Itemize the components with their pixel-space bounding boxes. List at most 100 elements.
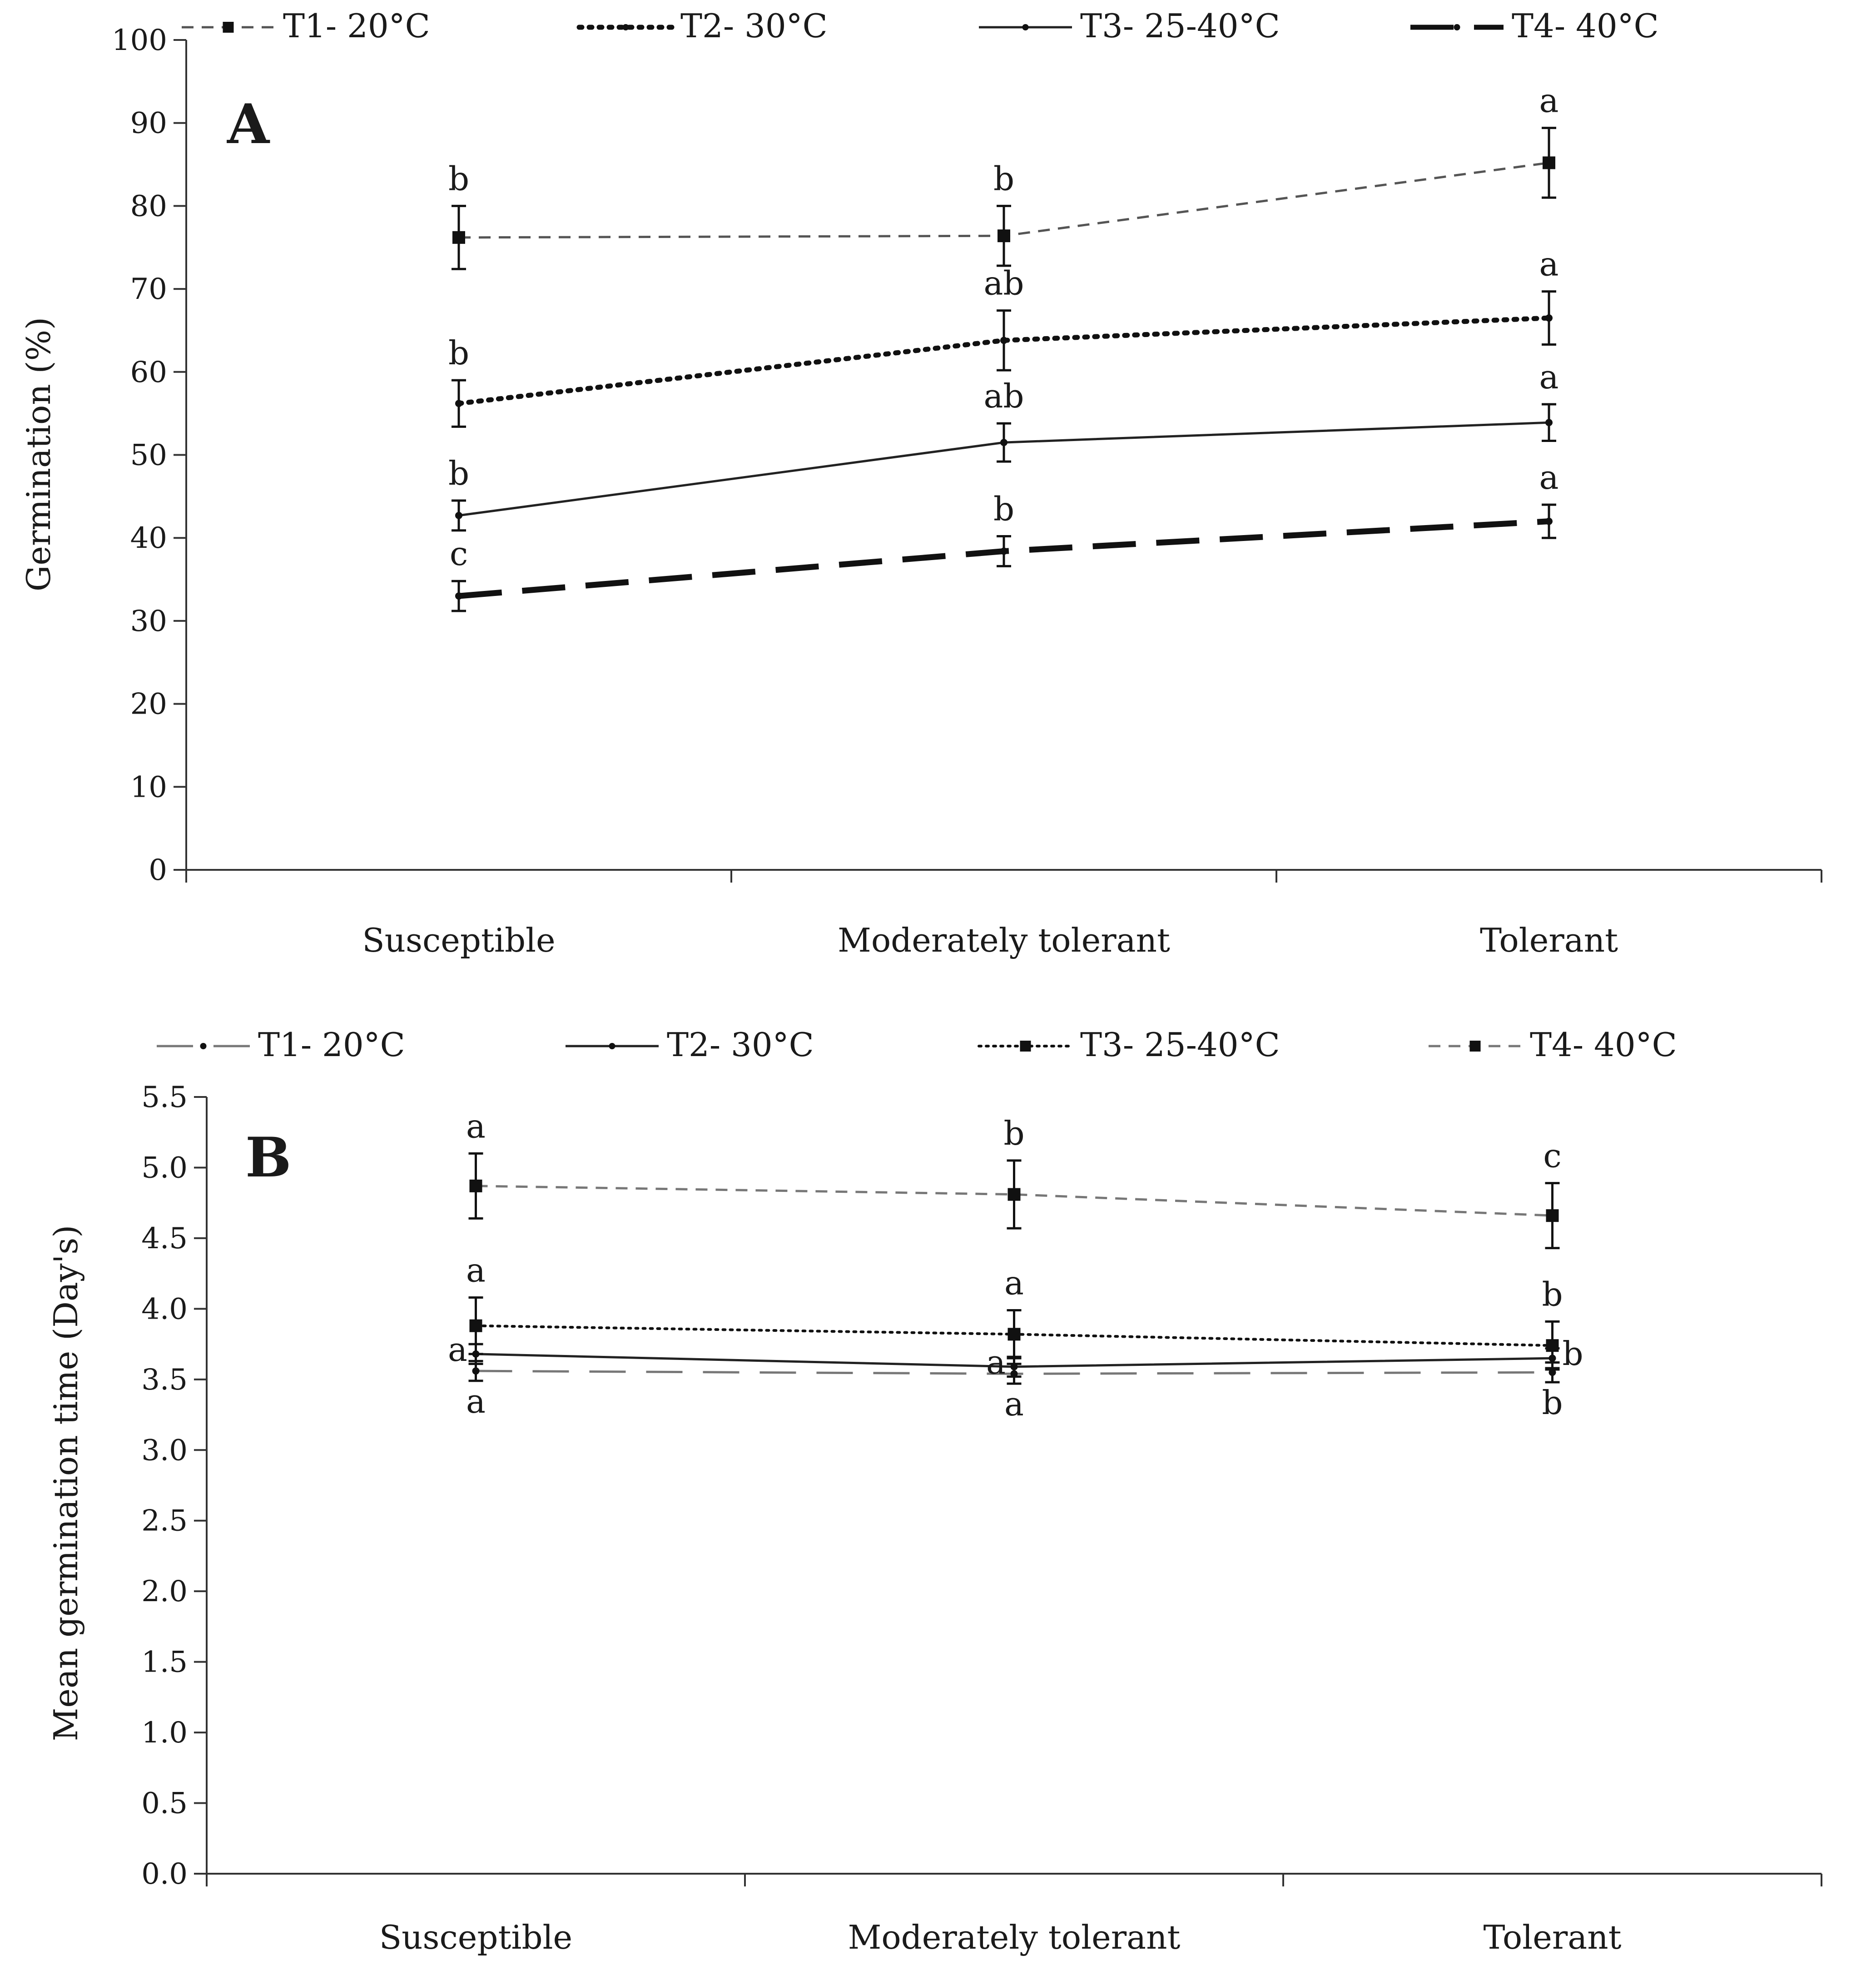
x-category-label: Tolerant: [1483, 1918, 1621, 1956]
series-4: a b c: [466, 1107, 1562, 1250]
y-tick-label: 4.5: [141, 1222, 188, 1255]
panel-b-mean-germination-time-chart: 0.0 0.5 1.0 1.5 2.0 2.5 3.0 3.5 4.0 4.5 5.0 5.5 Susc…: [47, 1026, 1822, 1956]
y-tick-label: 30: [130, 605, 167, 638]
legend-entry-3: T3- 25-40°C: [978, 1026, 1280, 1064]
data-point-marker: [1546, 1339, 1559, 1352]
legend-marker: [1469, 1041, 1481, 1052]
y-tick-label: 0: [149, 854, 167, 887]
significance-letter: b: [1542, 1384, 1563, 1422]
legend-label: T2- 30°C: [667, 1026, 814, 1064]
data-point-marker: [469, 1319, 482, 1332]
data-point-marker: [1000, 439, 1007, 447]
significance-letter: b: [1542, 1275, 1563, 1313]
y-tick-label: 10: [130, 770, 167, 804]
data-point-marker: [455, 592, 462, 600]
significance-letter: a: [1539, 245, 1559, 283]
legend-marker: [1454, 24, 1460, 30]
data-point-marker: [1543, 156, 1555, 169]
y-tick-label: 40: [130, 521, 167, 555]
significance-letter: b: [1562, 1335, 1583, 1373]
x-category-label: Tolerant: [1480, 921, 1618, 959]
data-point-marker: [1545, 419, 1553, 427]
y-axis-title: Germination (%): [20, 317, 58, 591]
legend-label: T2- 30°C: [680, 7, 828, 45]
significance-letter: a: [466, 1251, 486, 1289]
legend-label: T1- 20°C: [283, 7, 430, 45]
legend-entry-3: T3- 25-40°C: [979, 7, 1280, 45]
data-point-marker: [1546, 1209, 1559, 1222]
legend-entry-1: T1- 20°C: [182, 7, 430, 45]
legend-entry-2: T2- 30°C: [566, 1026, 814, 1064]
x-category-label: Moderately tolerant: [838, 921, 1170, 959]
significance-letter: b: [448, 159, 469, 198]
panel-letter: B: [245, 1126, 291, 1190]
significance-letter: b: [993, 159, 1014, 198]
panel-letter: A: [227, 92, 270, 156]
legend-marker: [223, 22, 234, 33]
panel-a-germination-chart: 0 10 20 30 40 50 60 70 80 90 100 Susceptible Moderat…: [20, 7, 1822, 959]
y-tick-label: 1.5: [141, 1646, 188, 1679]
y-tick-label: 20: [130, 688, 167, 721]
significance-letter: ab: [983, 264, 1024, 303]
y-tick-label: 5.0: [141, 1151, 188, 1185]
significance-letter: a: [466, 1107, 486, 1145]
legend-label: T1- 20°C: [258, 1026, 405, 1064]
y-tick-label: 1.0: [141, 1716, 188, 1750]
x-category-label: Moderately tolerant: [848, 1918, 1181, 1956]
legend-marker: [1020, 1041, 1031, 1052]
legend-label: T4- 40°C: [1530, 1026, 1677, 1064]
significance-letter: a: [1539, 358, 1559, 396]
data-point-marker: [1545, 314, 1553, 322]
series-3: b a b a: [448, 358, 1559, 532]
y-tick-label: 50: [130, 439, 167, 472]
significance-letter: b: [993, 490, 1014, 528]
legend-entry-4: T4- 40°C: [1429, 1026, 1677, 1064]
legend-marker: [1022, 24, 1029, 30]
data-point-marker: [1007, 1328, 1021, 1341]
series-1: b b a: [448, 82, 1559, 270]
data-point-marker: [452, 231, 465, 244]
y-tick-label: 3.0: [141, 1434, 188, 1467]
data-point-marker: [469, 1179, 482, 1192]
series-4: c b a: [450, 458, 1559, 612]
significance-letter: c: [1543, 1137, 1561, 1175]
data-point-marker: [1000, 547, 1007, 555]
y-tick-label: 0.0: [141, 1857, 188, 1891]
significance-letter: a: [1004, 1264, 1024, 1302]
series-2: b ab a: [448, 245, 1559, 428]
data-point-marker: [455, 511, 462, 519]
legend-entry-1: T1- 20°C: [157, 1026, 405, 1064]
legend-marker: [200, 1043, 207, 1049]
significance-letter: a: [448, 1330, 467, 1369]
data-point-marker: [1000, 337, 1007, 344]
y-tick-label: 4.0: [141, 1292, 188, 1326]
y-tick-label: 70: [130, 273, 167, 306]
data-point-marker: [1010, 1363, 1018, 1370]
legend-marker: [622, 24, 629, 30]
y-tick-label: 2.5: [141, 1504, 188, 1538]
y-tick-label: 90: [130, 107, 167, 140]
data-point-marker: [1545, 517, 1553, 525]
data-point-marker: [472, 1367, 480, 1375]
significance-letter: a: [1539, 458, 1559, 496]
significance-letter: a: [466, 1382, 486, 1420]
y-tick-label: 5.5: [141, 1081, 188, 1114]
y-axis-title: Mean germination time (Day's): [47, 1225, 85, 1742]
legend-label: T4- 40°C: [1512, 7, 1659, 45]
y-tick-label: 80: [130, 189, 167, 223]
y-tick-label: 0.5: [141, 1787, 188, 1821]
significance-letter: b: [1003, 1114, 1024, 1152]
significance-letter: a: [1539, 82, 1559, 120]
significance-letter: b: [448, 334, 469, 372]
significance-letter: a: [1004, 1385, 1024, 1423]
significance-letter: b: [448, 454, 469, 492]
legend-label: T3- 25-40°C: [1080, 1026, 1280, 1064]
legend-entry-2: T2- 30°C: [576, 7, 828, 45]
y-tick-label: 60: [130, 356, 167, 389]
y-tick-label: 3.5: [141, 1363, 188, 1397]
legend-label: T3- 25-40°C: [1080, 7, 1280, 45]
